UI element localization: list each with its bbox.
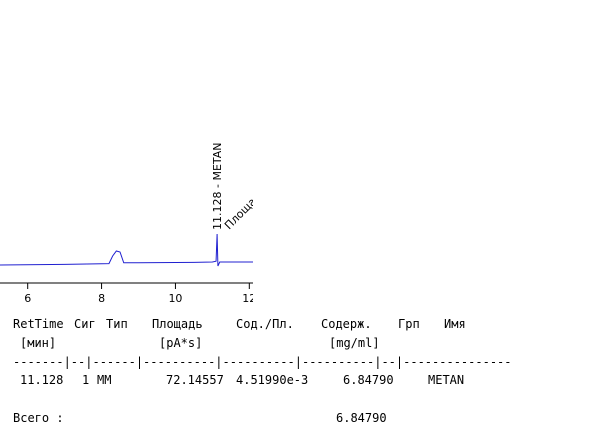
unit-label: [mg/ml] — [329, 336, 380, 350]
total-cell: Всего : — [13, 411, 64, 425]
table-cell: 11.128 — [20, 373, 64, 387]
signal-trace — [0, 233, 253, 267]
table-cell: 4.51990e-3 — [236, 373, 309, 387]
peak-label: 11.128 - METAN — [211, 142, 224, 230]
unit-label: [мин] — [20, 336, 57, 350]
x-tick-label: 8 — [98, 292, 105, 305]
table-cell: 6.84790 — [343, 373, 394, 387]
unit-label: [pA*s] — [159, 336, 203, 350]
column-header: Площадь — [152, 317, 203, 331]
column-header: RetTime — [13, 317, 64, 331]
total-cell: 6.84790 — [336, 411, 387, 425]
x-tick-label: 6 — [24, 292, 31, 305]
column-header: Сиг — [74, 317, 96, 331]
table-cell: METAN — [428, 373, 465, 387]
column-header: Имя — [444, 317, 466, 331]
column-header: Сод./Пл. — [236, 317, 294, 331]
column-header: Тип — [106, 317, 128, 331]
column-header: Грп — [398, 317, 420, 331]
x-tick-label: 10 — [168, 292, 182, 305]
separator: -------|--|------|----------|----------|… — [13, 355, 512, 369]
table-cell: 72.14557 — [166, 373, 224, 387]
peak-area-label: Площадь — [222, 185, 253, 232]
column-header: Содерж. — [321, 317, 372, 331]
table-cell: MM — [97, 373, 112, 387]
table-cell: 1 — [82, 373, 90, 387]
x-tick-label: 12 — [242, 292, 253, 305]
